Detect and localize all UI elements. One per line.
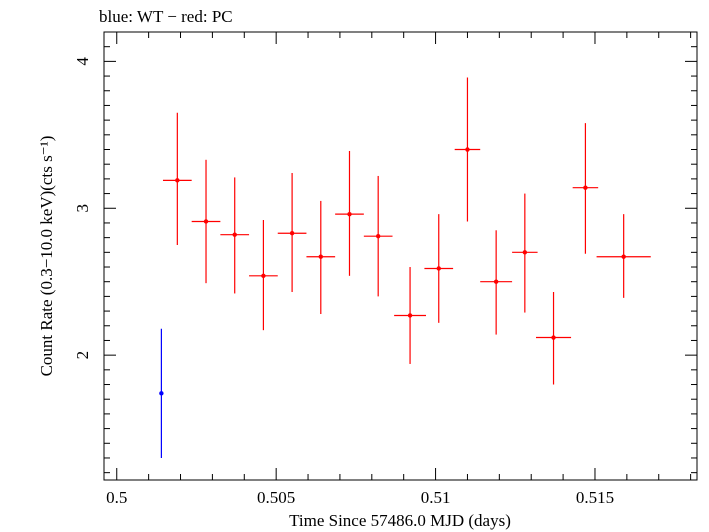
point-marker [493,279,499,284]
x-tick-label: 0.505 [257,488,295,507]
data-point [277,173,307,292]
point-marker [551,335,556,340]
y-tick-label: 3 [73,204,92,213]
point-marker [203,219,209,224]
data-point [596,214,651,298]
point-marker [522,250,528,255]
point-marker [436,266,441,271]
data-point [335,150,364,276]
data-points [159,77,651,458]
point-marker [318,254,323,259]
data-point [480,230,513,335]
x-tick-label: 0.5 [106,488,127,507]
point-marker [621,254,626,259]
point-marker [347,211,352,217]
point-marker [583,185,588,190]
y-tick-label: 4 [73,57,92,66]
y-tick-label: 2 [73,351,92,360]
minor-ticks [104,31,697,480]
chart-title: blue: WT − red: PC [99,7,233,26]
point-marker [289,231,295,236]
data-point [363,175,393,297]
x-tick-label: 0.51 [421,488,451,507]
x-axis-ticks: 0.5 0.505 0.51 0.515 [106,32,614,507]
data-point [159,328,164,458]
point-marker [407,313,413,318]
x-tick-label: 0.515 [576,488,614,507]
data-point [535,291,572,385]
point-marker [465,147,470,152]
data-point [424,214,454,323]
point-marker [261,273,266,279]
data-point [572,123,599,254]
data-point [162,112,192,245]
data-point [512,193,538,313]
point-marker [375,233,381,239]
y-axis-label: Count Rate (0.3−10.0 keV)(cts s⁻¹) [37,136,56,377]
x-axis-label: Time Since 57486.0 MJD (days) [289,511,511,530]
point-marker [175,178,180,183]
point-marker [232,232,237,237]
plot-frame [103,31,698,481]
data-point [454,77,481,222]
data-point [220,177,250,294]
point-marker [159,391,164,396]
data-point [306,200,336,315]
data-point [191,159,221,284]
data-point [249,220,278,331]
data-point [394,267,427,364]
y-axis-ticks: 2 3 4 [73,57,697,360]
